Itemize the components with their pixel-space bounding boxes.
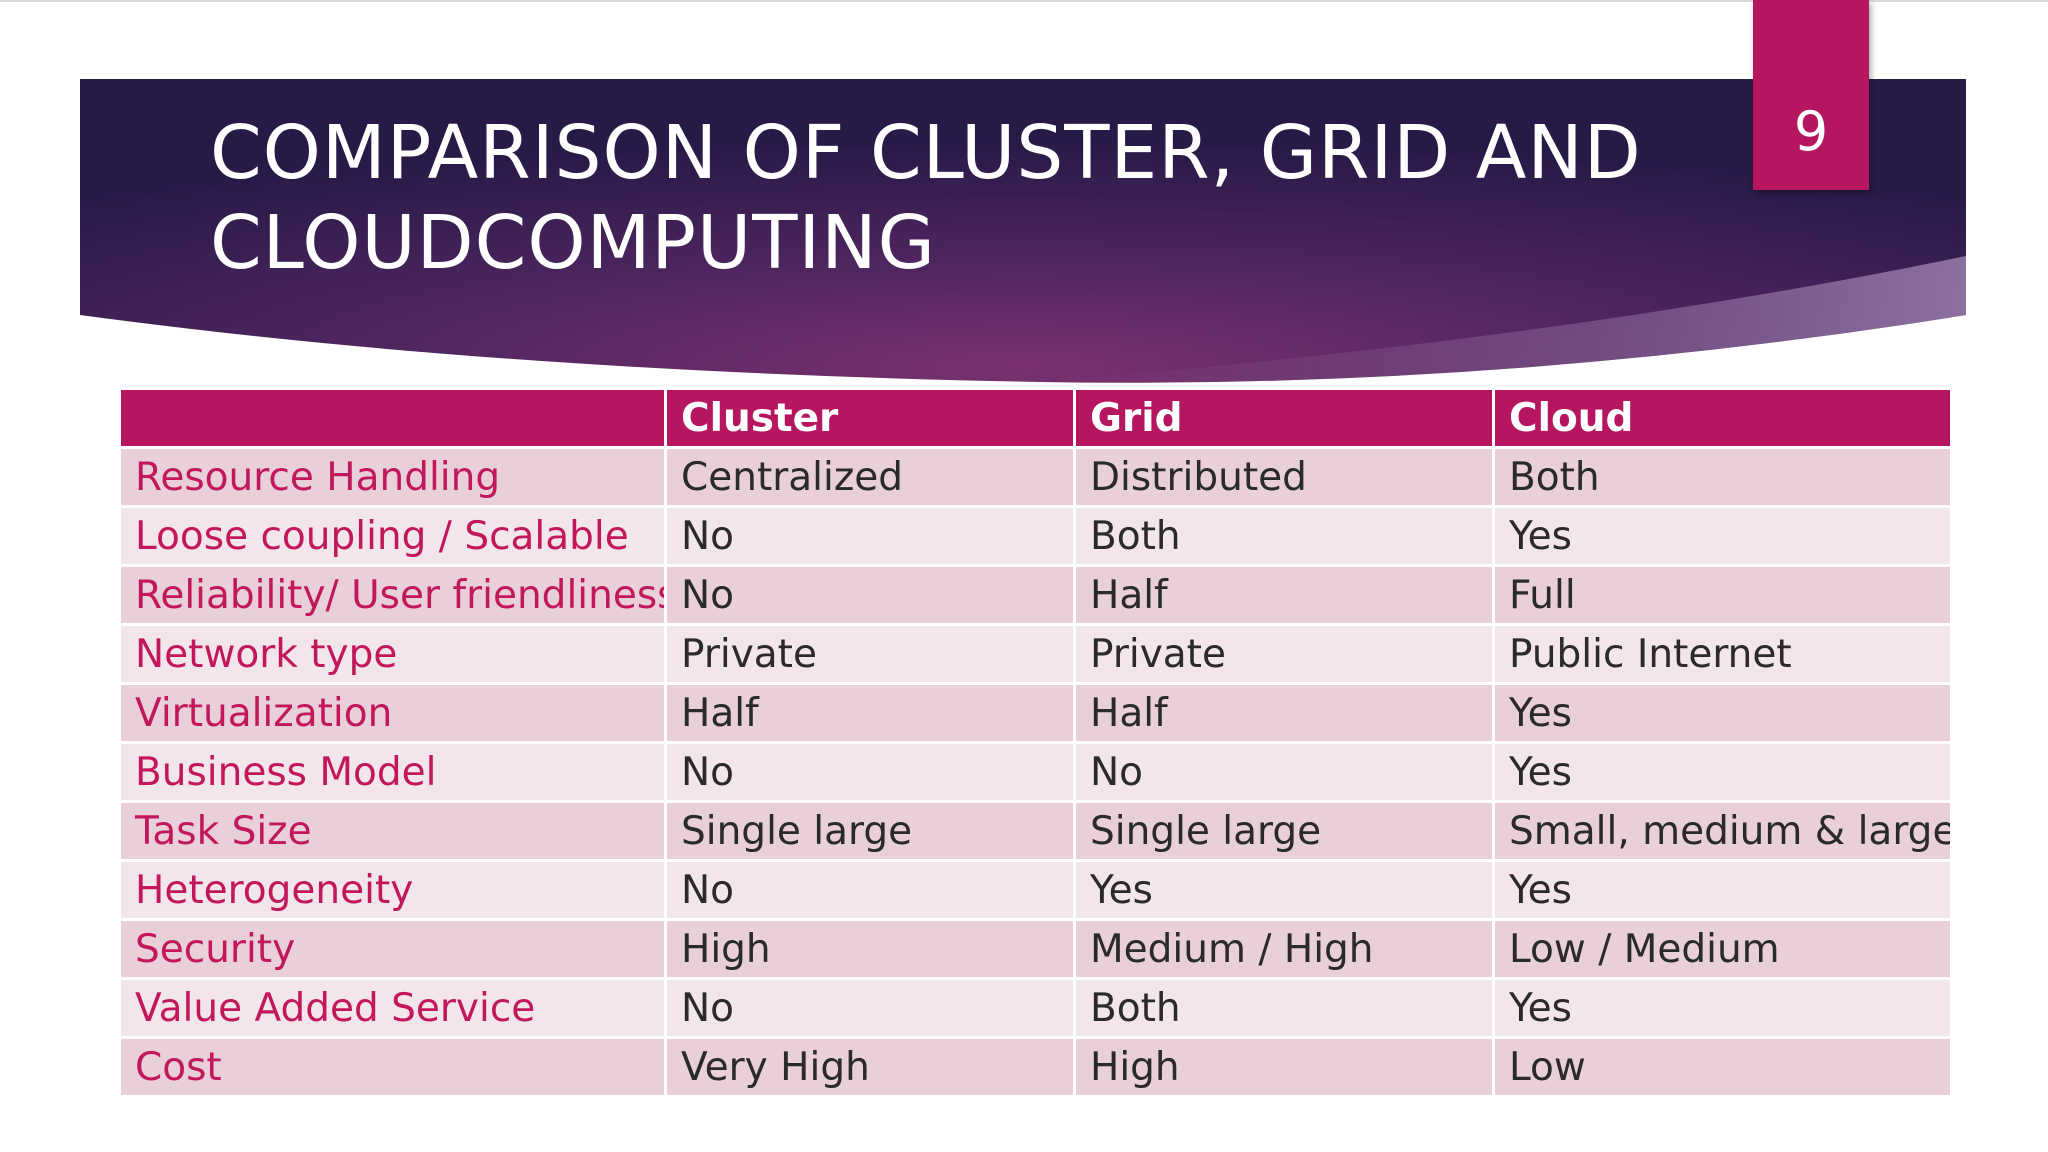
grid-cell: Half — [1073, 564, 1495, 626]
cluster-cell: Single large — [664, 800, 1076, 862]
cluster-cell: No — [664, 505, 1076, 567]
cluster-cell: No — [664, 977, 1076, 1039]
cloud-cell: Low / Medium — [1492, 918, 1953, 980]
row-label: Value Added Service — [118, 977, 667, 1039]
row-label: Business Model — [118, 741, 667, 803]
row-label: Cost — [118, 1036, 667, 1098]
row-label: Virtualization — [118, 682, 667, 744]
cluster-cell: Centralized — [664, 446, 1076, 508]
row-label: Task Size — [118, 800, 667, 862]
comparison-table: Cluster Grid Cloud Resource Handling Cen… — [118, 387, 1953, 1098]
table-row: Business Model No No Yes — [118, 741, 1953, 803]
grid-cell: Distributed — [1073, 446, 1495, 508]
page-number-tab: 9 — [1753, 0, 1869, 190]
grid-cell: Yes — [1073, 859, 1495, 921]
cloud-cell: Yes — [1492, 505, 1953, 567]
row-label: Loose coupling / Scalable — [118, 505, 667, 567]
cluster-cell: No — [664, 564, 1076, 626]
table-row: Cost Very High High Low — [118, 1036, 1953, 1098]
table-row: Loose coupling / Scalable No Both Yes — [118, 505, 1953, 567]
banner-shape — [80, 79, 1966, 383]
header-corner — [118, 387, 667, 449]
cluster-cell: Very High — [664, 1036, 1076, 1098]
table-row: Task Size Single large Single large Smal… — [118, 800, 1953, 862]
slide-title-line-1: COMPARISON OF CLUSTER, GRID AND — [210, 110, 1642, 196]
table-row: Reliability/ User friendliness No Half F… — [118, 564, 1953, 626]
top-divider — [0, 0, 2048, 2]
slide-title-line-2: CLOUDCOMPUTING — [210, 200, 936, 286]
grid-cell: High — [1073, 1036, 1495, 1098]
table-header-row: Cluster Grid Cloud — [118, 387, 1953, 449]
row-label: Network type — [118, 623, 667, 685]
grid-cell: Half — [1073, 682, 1495, 744]
grid-cell: No — [1073, 741, 1495, 803]
grid-cell: Both — [1073, 505, 1495, 567]
title-banner — [80, 79, 1966, 383]
page-number: 9 — [1793, 100, 1829, 163]
row-label: Resource Handling — [118, 446, 667, 508]
cloud-cell: Small, medium & large — [1492, 800, 1953, 862]
cluster-cell: Private — [664, 623, 1076, 685]
row-label: Security — [118, 918, 667, 980]
cluster-cell: No — [664, 741, 1076, 803]
cloud-cell: Both — [1492, 446, 1953, 508]
row-label: Heterogeneity — [118, 859, 667, 921]
cluster-cell: Half — [664, 682, 1076, 744]
table-row: Value Added Service No Both Yes — [118, 977, 1953, 1039]
header-cloud: Cloud — [1492, 387, 1953, 449]
banner-sweep — [1040, 256, 1966, 383]
cloud-cell: Yes — [1492, 859, 1953, 921]
cloud-cell: Low — [1492, 1036, 1953, 1098]
cloud-cell: Full — [1492, 564, 1953, 626]
header-grid: Grid — [1073, 387, 1495, 449]
cluster-cell: High — [664, 918, 1076, 980]
header-cluster: Cluster — [664, 387, 1076, 449]
table-row: Security High Medium / High Low / Medium — [118, 918, 1953, 980]
grid-cell: Single large — [1073, 800, 1495, 862]
cloud-cell: Public Internet — [1492, 623, 1953, 685]
table-row: Heterogeneity No Yes Yes — [118, 859, 1953, 921]
grid-cell: Both — [1073, 977, 1495, 1039]
row-label: Reliability/ User friendliness — [118, 564, 667, 626]
table-row: Resource Handling Centralized Distribute… — [118, 446, 1953, 508]
cloud-cell: Yes — [1492, 682, 1953, 744]
cloud-cell: Yes — [1492, 741, 1953, 803]
slide-title: COMPARISON OF CLUSTER, GRID AND CLOUDCOM… — [210, 108, 1710, 288]
cluster-cell: No — [664, 859, 1076, 921]
table-row: Virtualization Half Half Yes — [118, 682, 1953, 744]
grid-cell: Private — [1073, 623, 1495, 685]
table-row: Network type Private Private Public Inte… — [118, 623, 1953, 685]
cloud-cell: Yes — [1492, 977, 1953, 1039]
grid-cell: Medium / High — [1073, 918, 1495, 980]
